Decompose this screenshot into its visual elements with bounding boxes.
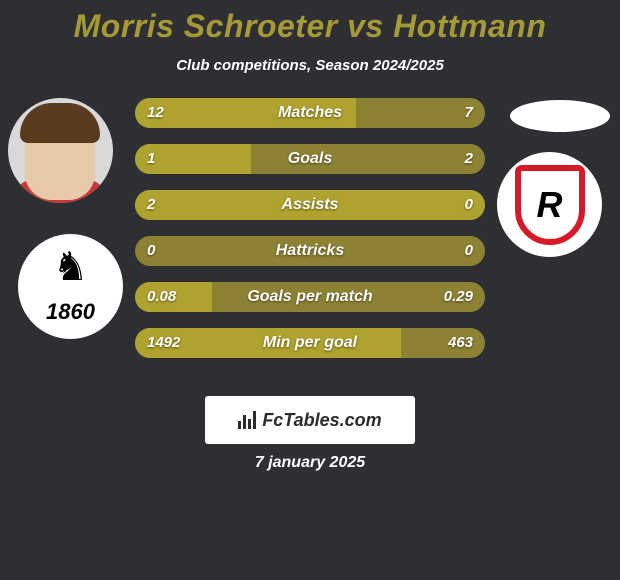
- stat-row: Min per goal1492 463: [135, 328, 485, 358]
- stat-value-left: 1: [147, 144, 155, 174]
- club-right-badge: R: [497, 152, 602, 257]
- player-right-avatar: [510, 100, 610, 132]
- stat-value-left: 1492: [147, 328, 180, 358]
- comparison-title: Morris Schroeter vs Hottmann: [0, 0, 620, 45]
- stat-row: Goals per match0.08 0.29: [135, 282, 485, 312]
- stats-bars: Matches127Goals12Assists20Hattricks00Goa…: [135, 98, 485, 374]
- chart-icon: [238, 411, 256, 429]
- stat-label: Hattricks: [135, 236, 485, 266]
- stat-label: Min per goal: [135, 328, 485, 358]
- stat-value-right: 463: [448, 328, 473, 358]
- player-left-avatar: [8, 98, 113, 203]
- comparison-subtitle: Club competitions, Season 2024/2025: [0, 57, 620, 74]
- stat-value-left: 2: [147, 190, 155, 220]
- stat-value-right: 7: [465, 98, 473, 128]
- brand-text: FcTables.com: [262, 410, 381, 431]
- snapshot-date: 7 january 2025: [0, 454, 620, 472]
- stat-label: Goals per match: [135, 282, 485, 312]
- stat-value-right: 0: [465, 236, 473, 266]
- stat-value-left: 0: [147, 236, 155, 266]
- brand-box: FcTables.com: [205, 396, 415, 444]
- stat-label: Assists: [135, 190, 485, 220]
- lion-icon: ♞: [53, 244, 89, 290]
- stat-row: Goals1 2: [135, 144, 485, 174]
- stat-label: Matches: [135, 98, 485, 128]
- club-right-letter: R: [515, 165, 585, 245]
- stat-row: Assists2 0: [135, 190, 485, 220]
- stat-value-left: 12: [147, 98, 164, 128]
- club-left-year: 1860: [46, 299, 95, 325]
- stat-value-right: 2: [465, 144, 473, 174]
- stat-value-left: 0.08: [147, 282, 176, 312]
- club-left-badge: ♞ 1860: [18, 234, 123, 339]
- stat-value-right: 0: [465, 190, 473, 220]
- stat-row: Matches12 7: [135, 98, 485, 128]
- stat-label: Goals: [135, 144, 485, 174]
- stat-value-right: 0.29: [444, 282, 473, 312]
- stat-row: Hattricks0 0: [135, 236, 485, 266]
